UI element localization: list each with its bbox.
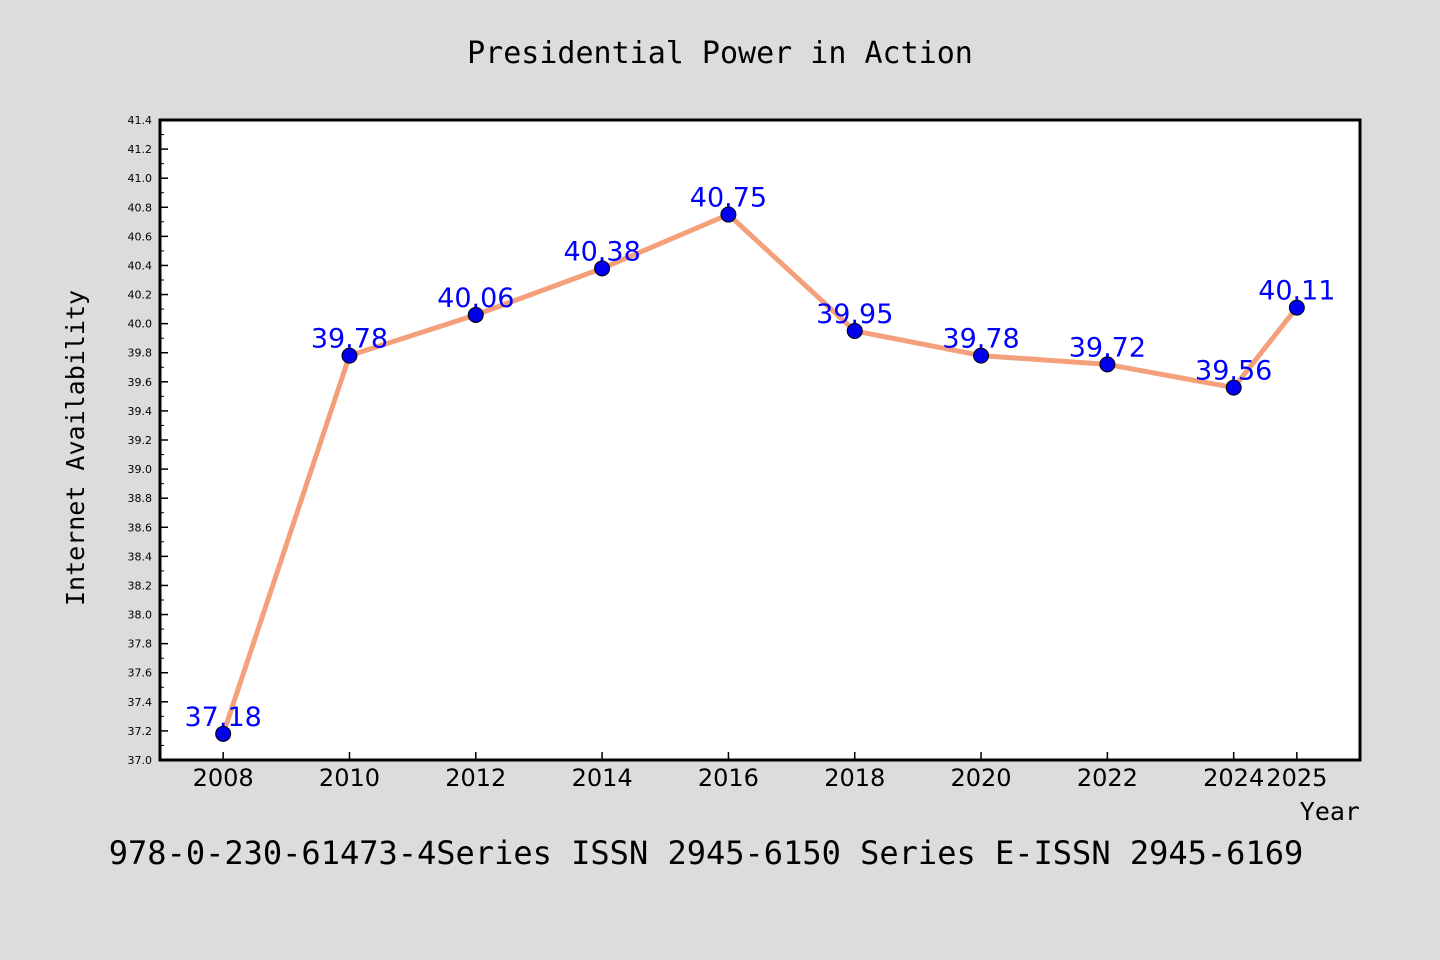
y-tick-label: 37.0	[128, 754, 153, 767]
y-tick-label: 37.4	[128, 696, 153, 709]
x-tick-label: 2014	[572, 764, 633, 792]
x-axis-label: Year	[1300, 797, 1360, 826]
plot-area	[158, 118, 1362, 762]
x-tick-label: 2018	[824, 764, 885, 792]
y-tick-label: 39.6	[128, 376, 153, 389]
x-tick-label: 2025	[1266, 764, 1327, 792]
y-tick-label: 41.4	[128, 114, 153, 127]
x-tick-label: 2022	[1077, 764, 1138, 792]
y-tick-label: 40.8	[128, 201, 153, 214]
data-label: 40.06	[437, 283, 514, 314]
x-tick-label: 2012	[445, 764, 506, 792]
data-point-marker	[846, 322, 863, 339]
series-layer: 37.18 39.78 40.06 40.38 40.75 39.95 39.78 39.72…	[185, 183, 1335, 742]
data-label: 39.95	[816, 299, 893, 330]
y-tick-label: 40.6	[128, 230, 153, 243]
y-tick-label: 38.6	[128, 521, 153, 534]
data-label: 37.18	[185, 702, 262, 733]
y-tick-label: 38.8	[128, 492, 153, 505]
y-tick-label: 41.2	[128, 143, 153, 156]
y-tick-label: 39.8	[128, 347, 153, 360]
y-tick-label: 39.2	[128, 434, 153, 447]
x-tick-label: 2008	[193, 764, 254, 792]
x-tick-label: 2010	[319, 764, 380, 792]
y-tick-label: 40.4	[128, 259, 153, 272]
y-tick-label: 40.0	[128, 318, 153, 331]
data-point-marker	[1225, 379, 1242, 396]
data-point-marker	[973, 347, 990, 364]
y-tick-label: 40.2	[128, 289, 153, 302]
y-tick-label: 38.0	[128, 609, 153, 622]
x-tick-label: 2020	[951, 764, 1012, 792]
data-point-marker	[1099, 356, 1116, 373]
y-axis-label: Internet Availability	[61, 290, 90, 606]
y-tick-label: 39.4	[128, 405, 153, 418]
y-tick-label: 39.0	[128, 463, 153, 476]
data-label: 40.11	[1258, 276, 1335, 307]
data-label: 39.78	[942, 324, 1019, 355]
data-label: 39.78	[311, 324, 388, 355]
y-tick-label: 41.0	[128, 172, 153, 185]
data-point-marker	[215, 725, 232, 742]
data-label: 39.72	[1069, 332, 1146, 363]
y-tick-label: 38.4	[128, 550, 153, 563]
y-axis: 37.0 37.2 37.4 37.6 37.8 38.0 38.2 38.4 38.6 38.8…	[128, 114, 168, 767]
data-label: 40.75	[690, 183, 767, 214]
data-point-marker	[1288, 299, 1305, 316]
y-tick-label: 38.2	[128, 579, 153, 592]
x-axis: 2008 2010 2012 2014 2016 2018 2020 2022 2024 2025	[193, 752, 1327, 792]
y-tick-label: 37.6	[128, 667, 153, 680]
footer-text: 978-0-230-61473-4Series ISSN 2945-6150 S…	[109, 834, 1303, 872]
y-tick-label: 37.8	[128, 638, 153, 651]
chart-title: Presidential Power in Action	[467, 36, 973, 71]
data-label: 40.38	[563, 236, 640, 267]
data-point-marker	[341, 347, 358, 364]
x-tick-label: 2016	[698, 764, 759, 792]
series-line	[220, 212, 1300, 737]
data-point-marker	[720, 206, 737, 223]
x-tick-label: 2024	[1203, 764, 1264, 792]
data-point-marker	[467, 306, 484, 323]
y-tick-label: 37.2	[128, 725, 153, 738]
data-point-marker	[594, 260, 611, 277]
data-label: 39.56	[1195, 356, 1272, 387]
